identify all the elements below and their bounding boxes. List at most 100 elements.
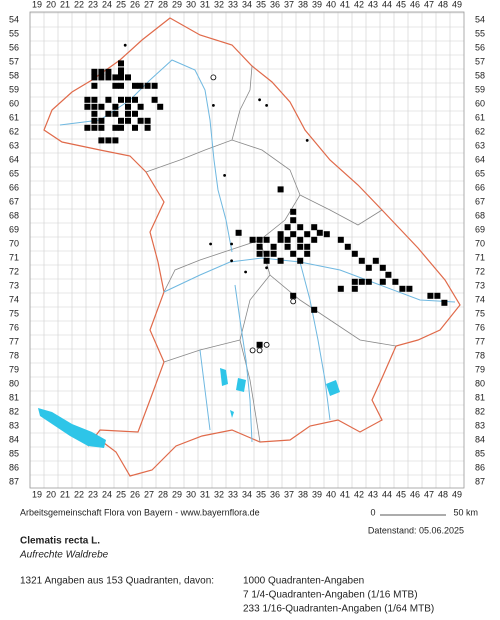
record-square xyxy=(277,186,284,193)
row-label: 84 xyxy=(475,434,485,444)
column-label: 28 xyxy=(158,0,168,9)
record-square xyxy=(344,243,351,250)
record-square xyxy=(137,82,144,89)
breakdown-item: 7 1/4-Quadranten-Angaben (1/16 MTB) xyxy=(243,590,418,601)
record-square xyxy=(105,137,112,144)
column-label: 33 xyxy=(228,489,238,499)
row-label: 80 xyxy=(475,378,485,388)
record-square xyxy=(263,257,270,264)
column-label: 49 xyxy=(452,0,462,9)
row-label: 79 xyxy=(9,364,19,374)
record-circle xyxy=(249,347,256,354)
record-circle xyxy=(263,341,270,348)
record-square xyxy=(118,117,124,124)
column-label: 39 xyxy=(312,0,322,9)
row-label: 56 xyxy=(9,42,19,52)
row-label: 71 xyxy=(9,252,19,262)
record-square xyxy=(157,103,164,110)
record-square xyxy=(358,257,365,264)
record-square xyxy=(277,236,284,243)
record-square xyxy=(151,96,158,103)
record-square xyxy=(297,243,304,250)
record-square xyxy=(84,124,91,131)
column-label: 23 xyxy=(88,0,98,9)
column-label: 46 xyxy=(410,489,420,499)
row-label: 71 xyxy=(475,252,485,262)
record-square xyxy=(84,103,91,110)
lake xyxy=(220,368,340,418)
record-square xyxy=(125,96,131,103)
record-square xyxy=(84,96,91,103)
record-square xyxy=(337,236,344,243)
column-label: 23 xyxy=(88,489,98,499)
row-label: 55 xyxy=(475,28,485,38)
record-square xyxy=(98,137,105,144)
state-border xyxy=(43,17,461,477)
column-label: 32 xyxy=(214,489,224,499)
row-label: 62 xyxy=(9,126,19,136)
record-square xyxy=(297,236,304,243)
record-square xyxy=(144,117,151,124)
row-label: 61 xyxy=(9,112,19,122)
row-label: 74 xyxy=(9,294,19,304)
map-frame xyxy=(29,11,465,489)
row-label: 64 xyxy=(475,154,485,164)
column-label: 29 xyxy=(172,0,182,9)
record-square xyxy=(118,60,124,67)
record-square xyxy=(118,96,124,103)
column-label: 41 xyxy=(340,0,350,9)
row-label: 66 xyxy=(475,182,485,192)
column-label: 41 xyxy=(340,489,350,499)
record-square xyxy=(304,250,311,257)
footer-credit: Arbeitsgemeinschaft Flora von Bayern - w… xyxy=(20,507,260,517)
row-label: 78 xyxy=(475,350,485,360)
row-label: 75 xyxy=(475,308,485,318)
column-label: 31 xyxy=(200,489,210,499)
column-label: 22 xyxy=(74,0,84,9)
record-square xyxy=(132,82,138,89)
row-label: 58 xyxy=(475,70,485,80)
row-label: 83 xyxy=(9,420,19,430)
record-square xyxy=(284,224,291,231)
record-square xyxy=(112,103,119,110)
row-label: 59 xyxy=(475,84,485,94)
column-label: 49 xyxy=(452,489,462,499)
record-square xyxy=(351,250,358,257)
record-square xyxy=(256,250,263,257)
record-square xyxy=(91,117,98,124)
row-label: 61 xyxy=(475,112,485,122)
record-circle xyxy=(256,347,263,354)
column-label: 47 xyxy=(424,489,434,499)
row-label: 76 xyxy=(9,322,19,332)
record-square xyxy=(385,271,392,278)
record-square xyxy=(323,231,330,238)
record-square xyxy=(125,74,131,81)
record-square xyxy=(351,285,358,292)
record-square xyxy=(249,236,256,243)
record-square xyxy=(358,278,365,285)
column-label: 34 xyxy=(242,489,252,499)
record-square xyxy=(137,103,144,110)
record-square xyxy=(290,231,297,238)
record-square xyxy=(311,306,318,313)
column-label: 27 xyxy=(144,489,154,499)
row-label: 72 xyxy=(9,266,19,276)
record-circle xyxy=(210,74,217,81)
species-name: Clematis recta L. xyxy=(20,536,100,547)
record-square xyxy=(311,224,318,231)
record-square xyxy=(277,231,284,238)
row-label: 80 xyxy=(9,378,19,388)
row-label: 63 xyxy=(9,140,19,150)
column-label: 33 xyxy=(228,0,238,9)
record-dot xyxy=(258,98,261,102)
column-label: 24 xyxy=(102,489,112,499)
record-square xyxy=(112,74,119,81)
record-square xyxy=(256,341,263,348)
column-label: 37 xyxy=(284,489,294,499)
column-label: 24 xyxy=(102,0,112,9)
record-square xyxy=(290,217,297,224)
record-square xyxy=(337,285,344,292)
record-square xyxy=(98,74,105,81)
record-square xyxy=(297,224,304,231)
record-square xyxy=(118,124,124,131)
